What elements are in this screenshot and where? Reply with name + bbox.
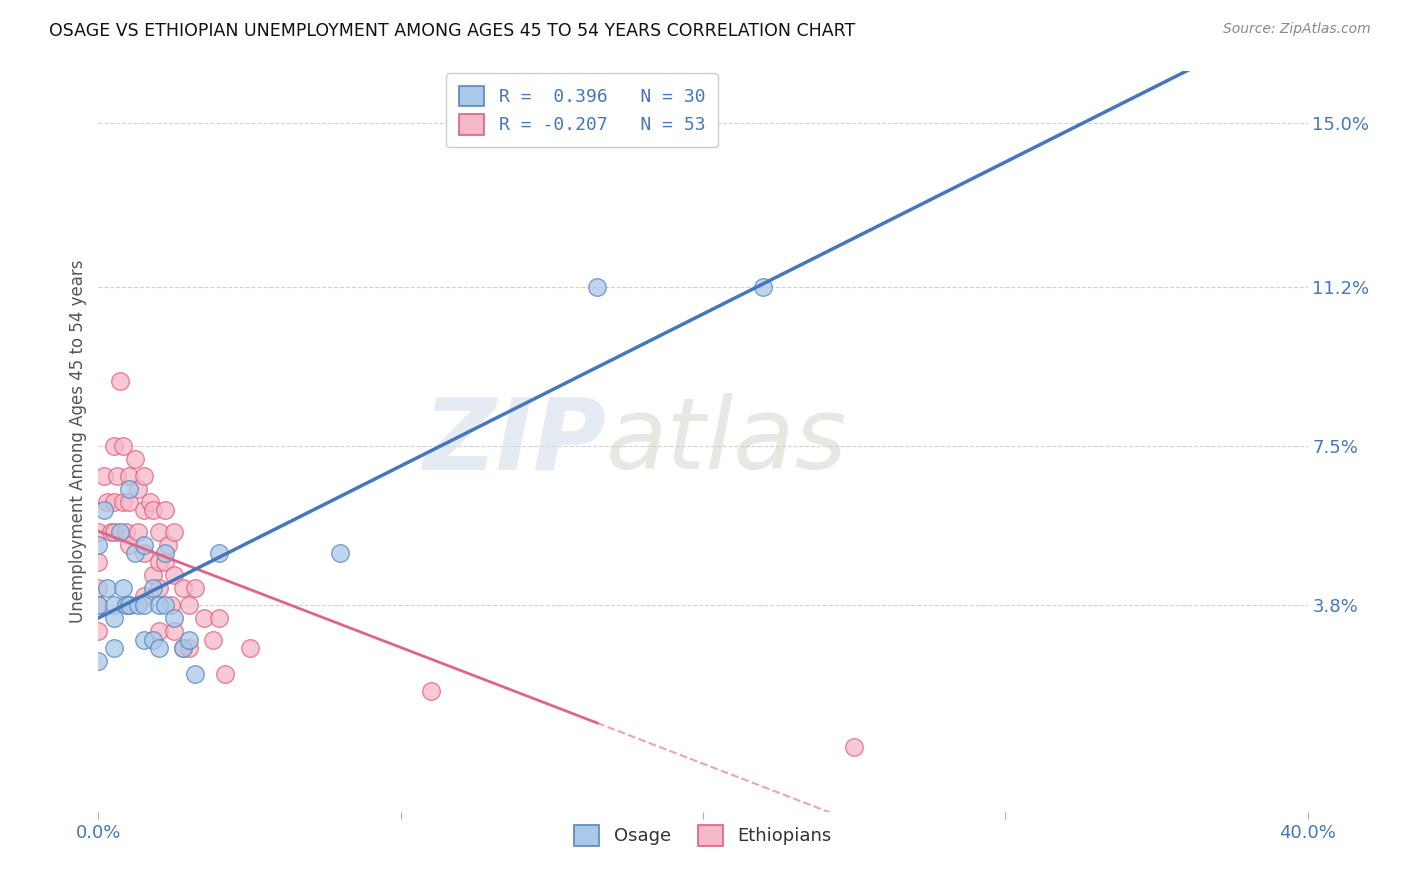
Point — [108, 374, 131, 388]
Point — [96, 581, 118, 595]
Point — [172, 641, 194, 656]
Point — [184, 667, 207, 681]
Legend: Osage, Ethiopians: Osage, Ethiopians — [561, 812, 845, 858]
Point — [179, 632, 201, 647]
Point — [172, 641, 194, 656]
Point — [153, 555, 176, 569]
Point — [142, 581, 165, 595]
Point — [118, 469, 141, 483]
Point — [87, 598, 110, 612]
Point — [103, 598, 125, 612]
Point — [103, 439, 125, 453]
Point — [420, 684, 443, 698]
Point — [87, 654, 110, 668]
Point — [148, 581, 170, 595]
Point — [93, 469, 115, 483]
Point — [239, 641, 262, 656]
Point — [202, 632, 225, 647]
Point — [163, 524, 186, 539]
Point — [127, 598, 149, 612]
Point — [87, 598, 110, 612]
Point — [153, 546, 176, 560]
Point — [586, 279, 609, 293]
Point — [111, 439, 134, 453]
Text: OSAGE VS ETHIOPIAN UNEMPLOYMENT AMONG AGES 45 TO 54 YEARS CORRELATION CHART: OSAGE VS ETHIOPIAN UNEMPLOYMENT AMONG AG… — [49, 22, 855, 40]
Point — [148, 598, 170, 612]
Point — [118, 495, 141, 509]
Point — [148, 624, 170, 638]
Point — [100, 524, 122, 539]
Text: ZIP: ZIP — [423, 393, 606, 490]
Point — [118, 598, 141, 612]
Point — [118, 482, 141, 496]
Point — [93, 503, 115, 517]
Point — [132, 546, 155, 560]
Point — [160, 598, 183, 612]
Point — [105, 469, 128, 483]
Point — [127, 482, 149, 496]
Point — [148, 641, 170, 656]
Point — [96, 495, 118, 509]
Point — [103, 495, 125, 509]
Point — [132, 538, 155, 552]
Point — [111, 495, 134, 509]
Point — [132, 590, 155, 604]
Point — [163, 611, 186, 625]
Point — [127, 524, 149, 539]
Point — [87, 555, 110, 569]
Point — [132, 632, 155, 647]
Point — [87, 581, 110, 595]
Point — [132, 469, 155, 483]
Point — [139, 495, 162, 509]
Point — [103, 524, 125, 539]
Point — [87, 624, 110, 638]
Point — [148, 555, 170, 569]
Point — [87, 524, 110, 539]
Point — [114, 524, 136, 539]
Point — [87, 538, 110, 552]
Point — [142, 632, 165, 647]
Point — [124, 451, 146, 466]
Point — [124, 546, 146, 560]
Point — [329, 546, 352, 560]
Point — [153, 503, 176, 517]
Point — [752, 279, 775, 293]
Point — [132, 598, 155, 612]
Point — [142, 503, 165, 517]
Point — [153, 598, 176, 612]
Point — [103, 611, 125, 625]
Text: atlas: atlas — [606, 393, 848, 490]
Point — [132, 503, 155, 517]
Point — [118, 538, 141, 552]
Y-axis label: Unemployment Among Ages 45 to 54 years: Unemployment Among Ages 45 to 54 years — [69, 260, 87, 624]
Point — [214, 667, 236, 681]
Point — [111, 581, 134, 595]
Point — [148, 524, 170, 539]
Point — [172, 581, 194, 595]
Point — [108, 524, 131, 539]
Point — [179, 598, 201, 612]
Point — [114, 598, 136, 612]
Point — [208, 611, 231, 625]
Point — [118, 598, 141, 612]
Point — [142, 568, 165, 582]
Point — [156, 538, 179, 552]
Point — [163, 568, 186, 582]
Point — [844, 740, 866, 755]
Point — [103, 641, 125, 656]
Point — [193, 611, 215, 625]
Point — [208, 546, 231, 560]
Text: Source: ZipAtlas.com: Source: ZipAtlas.com — [1223, 22, 1371, 37]
Point — [179, 641, 201, 656]
Point — [163, 624, 186, 638]
Point — [184, 581, 207, 595]
